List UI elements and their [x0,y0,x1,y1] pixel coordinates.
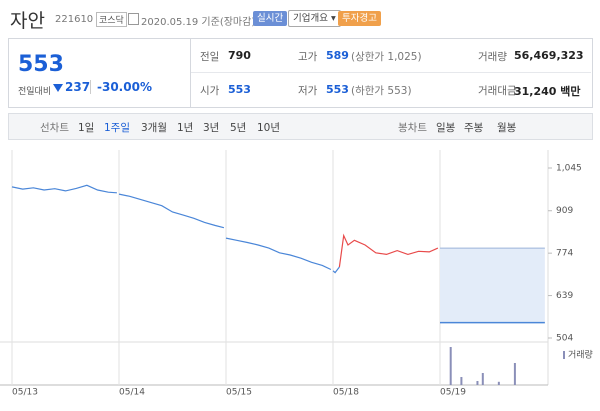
x-tick-label: 05/14 [119,388,145,398]
tab-label: 선차트 [40,122,69,134]
candle-tab[interactable]: 월봉 [497,122,517,134]
info-value: 589 [326,49,349,62]
info-box [8,38,593,108]
down-icon [53,84,63,92]
volume-bar [513,363,516,385]
x-tick-label: 05/13 [12,388,38,398]
period-tab[interactable]: 1년 [177,122,194,134]
company-button[interactable]: 기업개요 ▾ [288,10,341,27]
change-label: 전일대비 [18,87,52,97]
info-value: 31,240 백만 [514,85,581,98]
range-box [440,248,545,323]
candle-tab[interactable]: 주봉 [464,122,484,134]
change-pct: -30.00% [97,80,152,94]
info-label: 저가 [298,85,318,97]
y-tick-label: 504 [556,334,573,344]
x-tick-label: 05/18 [333,388,359,398]
volume-bar [497,381,500,385]
info-label: 거래량 [478,51,507,63]
y-tick-label: 774 [556,249,573,259]
chart: 거래량 1,045 909 774 639 504 05/13 05/14 05/15 05/1… [0,150,593,398]
candle-tab[interactable]: 일봉 [436,122,456,134]
tab-bar [8,113,593,140]
x-tick-label: 05/19 [440,388,466,398]
info-note: (하한가 553) [351,85,412,97]
stock-name: 자안 [10,10,45,32]
price-line [11,184,340,274]
info-label: 거래대금 [478,85,517,97]
tab-label: 봉차트 [398,122,427,134]
info-label: 시가 [200,85,220,97]
info-label: 전일 [200,51,220,63]
period-tab[interactable]: 1일 [78,122,95,134]
calendar-icon [128,13,139,25]
info-value: 553 [326,83,349,96]
y-tick-label: 1,045 [556,164,582,174]
stock-code: 221610 [55,14,94,25]
info-note: (상한가 1,025) [351,51,422,63]
info-value: 56,469,323 [514,49,584,62]
price-line [338,233,439,268]
date: 2020.05.19 기준(장마감) [141,17,256,28]
separator [90,80,91,94]
period-tab[interactable]: 5년 [230,122,247,134]
period-tab[interactable]: 3년 [203,122,220,134]
volume-bar [476,381,479,385]
warning-badge: 투자경고 [338,11,381,26]
price: 553 [18,52,64,77]
period-tab[interactable]: 3개월 [141,122,168,134]
info-value: 553 [228,83,251,96]
market-badge: 코스닥 [96,12,127,27]
volume-bar [449,347,452,385]
y-tick-label: 639 [556,291,573,301]
info-value: 790 [228,49,251,62]
volume-bar [481,373,484,385]
info-label: 고가 [298,51,318,63]
y-tick-label: 909 [556,206,573,216]
change: 237 [65,80,91,94]
volume-bar [460,377,463,385]
divider [191,72,591,73]
volume-legend-icon [563,351,565,359]
divider [190,38,191,107]
realtime-button[interactable]: 실시간 [253,11,288,26]
period-tab[interactable]: 10년 [257,122,281,134]
period-tab[interactable]: 1주일 [104,122,131,134]
volume-legend: 거래량 [568,349,593,361]
x-tick-label: 05/15 [226,388,252,398]
